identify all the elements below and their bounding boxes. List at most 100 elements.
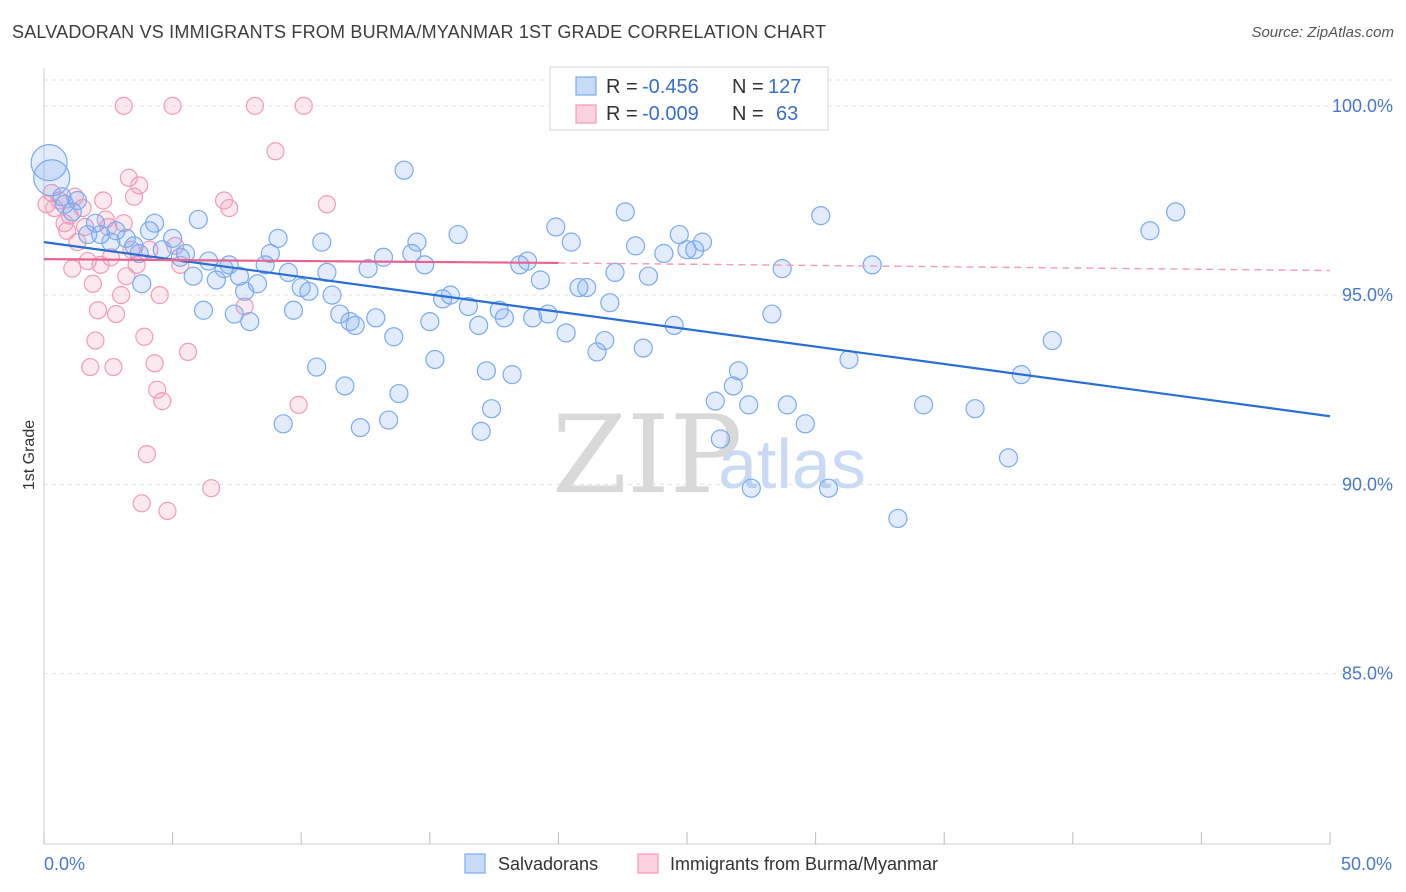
salvadoran-point (677, 240, 697, 260)
source-label: Source: ZipAtlas.com (1251, 24, 1394, 41)
salvadoran-point (818, 478, 839, 498)
salvadoran-point (247, 274, 268, 294)
salvadoran-point (62, 202, 82, 222)
salvadoran-point (458, 296, 478, 317)
salvadoran-point (373, 247, 394, 267)
salvadoran-point (394, 160, 414, 180)
y-tick-label: 95.0% (1342, 285, 1393, 305)
salvadoran-point (299, 281, 319, 301)
salvadoran-point (546, 217, 566, 237)
salvadoran-point (494, 308, 514, 328)
salvadoran-point (605, 262, 625, 283)
salvadoran-point (669, 224, 689, 245)
salvadoran-point (710, 429, 731, 449)
bottom-legend-swatch-pink (637, 853, 659, 874)
legend-swatch-pink (575, 104, 597, 124)
salvadoran-point (440, 285, 460, 305)
salvadoran-point (654, 243, 674, 264)
burma-trendline-extension (558, 262, 1331, 272)
salvadoran-point (322, 285, 342, 305)
y-axis-label: 1st Grade (21, 420, 38, 490)
salvadoran-point (330, 304, 350, 324)
burma-point (63, 259, 82, 278)
salvadoran-point (723, 376, 743, 396)
salvadoran-point (595, 330, 615, 351)
salvadoran-point (116, 228, 136, 248)
salvadoran-point (615, 202, 635, 222)
salvadoran-point (561, 232, 581, 252)
burma-point (266, 142, 285, 161)
burma-point (289, 395, 308, 414)
legend-n-label-1: N = (732, 76, 764, 98)
burma-point (132, 494, 151, 513)
salvadoran-point (175, 243, 196, 264)
burma-point (140, 240, 159, 259)
burma-point (117, 267, 136, 286)
salvadoran-point (664, 315, 684, 336)
x-tick-label-max: 50.0% (1341, 854, 1392, 874)
salvadoran-point (502, 365, 522, 385)
x-tick-label-min: 0.0% (44, 854, 85, 874)
legend-r-label-2: R = (606, 103, 638, 125)
salvadoran-trendline (43, 241, 1331, 418)
salvadoran-point (350, 418, 370, 438)
legend-n-value-1: 127 (768, 76, 801, 98)
salvadoran-point (914, 395, 934, 415)
salvadoran-point (54, 194, 75, 214)
salvadoran-point (811, 206, 831, 226)
salvadoran-point (30, 144, 68, 182)
salvadoran-point (278, 262, 298, 283)
salvadoran-point (517, 251, 538, 271)
y-tick-label: 85.0% (1342, 664, 1393, 684)
series-legend: Salvadorans Immigrants from Burma/Myanma… (464, 853, 938, 874)
burma-point (94, 191, 113, 210)
salvadoran-point (633, 338, 653, 358)
burma-point (137, 445, 156, 464)
salvadoran-point (260, 243, 280, 264)
legend-r-value-2: -0.009 (642, 103, 699, 125)
salvadoran-point (685, 240, 705, 260)
salvadoran-point (420, 312, 440, 332)
trendlines (43, 241, 1331, 418)
burma-point (245, 96, 265, 115)
watermark: ZIP atlas (552, 393, 866, 518)
burma-point (88, 301, 108, 320)
salvadoran-point (728, 361, 749, 381)
salvadoran-point (183, 266, 203, 286)
salvadoran-point (476, 361, 496, 381)
burma-point (42, 183, 61, 203)
y-tick-label: 100.0% (1332, 96, 1393, 116)
salvadoran-point (1166, 202, 1186, 222)
salvadoran-point (839, 349, 859, 370)
burma-point (86, 331, 105, 350)
salvadoran-point (415, 255, 435, 275)
burma-trendline (43, 258, 559, 265)
salvadoran-point (705, 391, 725, 411)
salvadoran-point (469, 315, 489, 336)
salvadoran-point (67, 190, 88, 211)
salvadoran-point (144, 213, 165, 233)
burma-point (76, 217, 95, 237)
burma-point (317, 195, 337, 214)
salvadoran-point (132, 274, 152, 294)
burma-point (145, 354, 164, 373)
salvadoran-point (530, 270, 550, 290)
salvadoran-point (577, 277, 597, 298)
y-tick-labels: 85.0% 90.0% 95.0% 100.0% (1332, 96, 1393, 684)
salvadoran-point (240, 312, 260, 332)
watermark-atlas: atlas (718, 425, 866, 503)
salvadoran-point (90, 224, 111, 245)
salvadoran-point (481, 399, 502, 419)
burma-point (112, 286, 131, 305)
salvadoran-point (85, 213, 106, 233)
salvadoran-point (407, 232, 427, 252)
salvadoran-point (379, 410, 399, 430)
salvadoran-point (556, 323, 576, 343)
bottom-legend-swatch-blue (464, 853, 486, 874)
salvadoran-point (358, 259, 378, 279)
legend-n-label-2: N = (732, 103, 764, 125)
burma-point (150, 286, 169, 305)
burma-point (178, 342, 198, 362)
burma-point (235, 297, 254, 316)
